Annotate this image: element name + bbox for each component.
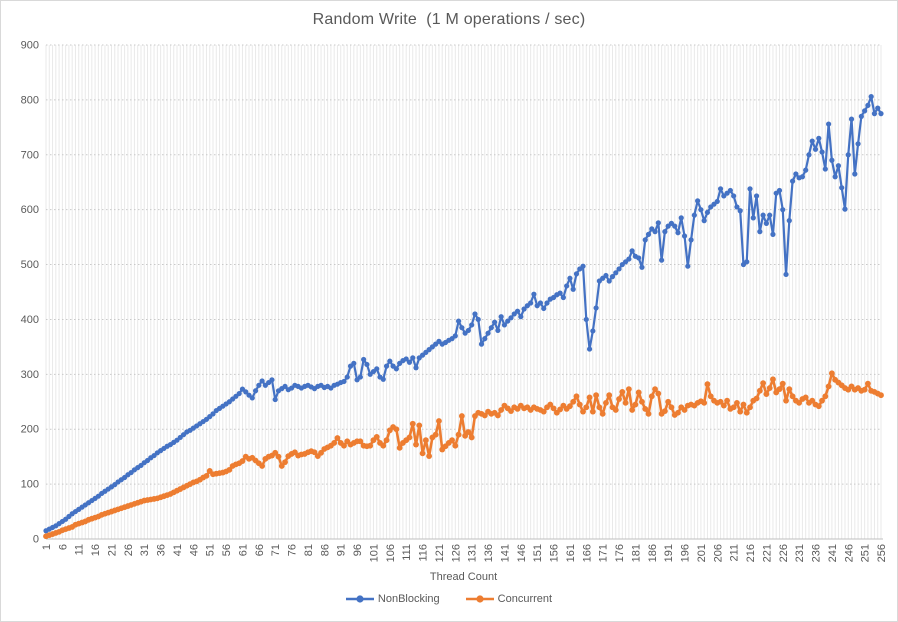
svg-text:86: 86 (319, 544, 331, 556)
svg-text:166: 166 (581, 544, 593, 562)
svg-text:26: 26 (123, 544, 135, 556)
svg-text:91: 91 (336, 544, 348, 556)
svg-text:121: 121 (434, 544, 446, 562)
legend-marker-concurrent-icon (465, 595, 494, 603)
svg-text:176: 176 (614, 544, 626, 562)
legend-marker-nonblocking-icon (345, 595, 374, 603)
svg-text:171: 171 (598, 544, 610, 562)
svg-text:31: 31 (139, 544, 151, 556)
svg-text:101: 101 (369, 544, 381, 562)
svg-text:11: 11 (74, 544, 86, 555)
svg-text:500: 500 (21, 259, 39, 271)
svg-text:236: 236 (811, 544, 823, 562)
svg-text:700: 700 (21, 149, 39, 161)
legend-label-nonblocking: NonBlocking (377, 593, 440, 605)
svg-text:400: 400 (21, 314, 39, 326)
legend-item-nonblocking: NonBlocking (345, 593, 440, 605)
svg-text:231: 231 (794, 544, 806, 562)
svg-text:196: 196 (680, 544, 692, 562)
svg-text:100: 100 (21, 479, 39, 491)
svg-text:151: 151 (532, 544, 544, 562)
svg-text:216: 216 (745, 544, 757, 562)
svg-text:251: 251 (860, 544, 872, 562)
legend-item-concurrent: Concurrent (465, 593, 553, 605)
svg-text:141: 141 (499, 544, 511, 562)
svg-text:111: 111 (401, 544, 413, 561)
svg-text:900: 900 (21, 40, 39, 52)
svg-text:46: 46 (188, 544, 200, 556)
svg-text:600: 600 (21, 204, 39, 216)
svg-text:6: 6 (57, 544, 69, 550)
svg-text:186: 186 (647, 544, 659, 562)
svg-text:200: 200 (21, 424, 39, 436)
svg-text:61: 61 (238, 544, 250, 556)
svg-text:41: 41 (172, 544, 184, 556)
svg-text:96: 96 (352, 544, 364, 556)
svg-text:156: 156 (549, 544, 561, 562)
svg-text:181: 181 (630, 544, 642, 562)
chart-title: Random Write (1 M operations / sec) (312, 11, 586, 28)
y-axis-tick-labels: 0 100 200 300 400 500 600 700 800 900 (21, 40, 39, 546)
svg-text:246: 246 (843, 544, 855, 562)
svg-text:16: 16 (90, 544, 102, 556)
svg-text:161: 161 (565, 544, 577, 562)
svg-text:211: 211 (729, 544, 741, 562)
svg-text:146: 146 (516, 544, 528, 562)
legend-label-concurrent: Concurrent (497, 593, 553, 605)
svg-text:206: 206 (712, 544, 724, 562)
svg-text:76: 76 (287, 544, 299, 556)
svg-text:71: 71 (270, 544, 282, 556)
svg-text:226: 226 (778, 544, 790, 562)
svg-text:800: 800 (21, 94, 39, 106)
svg-text:0: 0 (33, 534, 39, 546)
svg-text:131: 131 (467, 544, 479, 562)
svg-text:241: 241 (827, 544, 839, 562)
series-concurrent-line (43, 370, 884, 540)
svg-text:106: 106 (385, 544, 397, 562)
svg-text:256: 256 (876, 544, 888, 562)
svg-text:56: 56 (221, 544, 233, 556)
svg-text:36: 36 (156, 544, 168, 556)
svg-text:116: 116 (418, 544, 430, 562)
svg-text:136: 136 (483, 544, 495, 562)
vertical-gridlines (45, 45, 882, 539)
svg-text:21: 21 (107, 544, 119, 556)
svg-text:201: 201 (696, 544, 708, 562)
x-axis-tick-labels: 1 6 11 16 21 26 31 36 41 46 51 56 61 66 71 76 81 86 91 96 10… (41, 544, 888, 562)
svg-text:66: 66 (254, 544, 266, 556)
series-nonblocking-line (43, 94, 884, 534)
svg-text:126: 126 (450, 544, 462, 562)
svg-text:1: 1 (41, 544, 53, 550)
x-axis-title: Thread Count (429, 571, 498, 583)
svg-text:81: 81 (303, 544, 315, 556)
svg-text:51: 51 (205, 544, 217, 556)
legend: NonBlocking Concurrent (1, 593, 897, 605)
svg-text:221: 221 (761, 544, 773, 562)
svg-text:300: 300 (21, 369, 39, 381)
svg-text:191: 191 (663, 544, 675, 562)
